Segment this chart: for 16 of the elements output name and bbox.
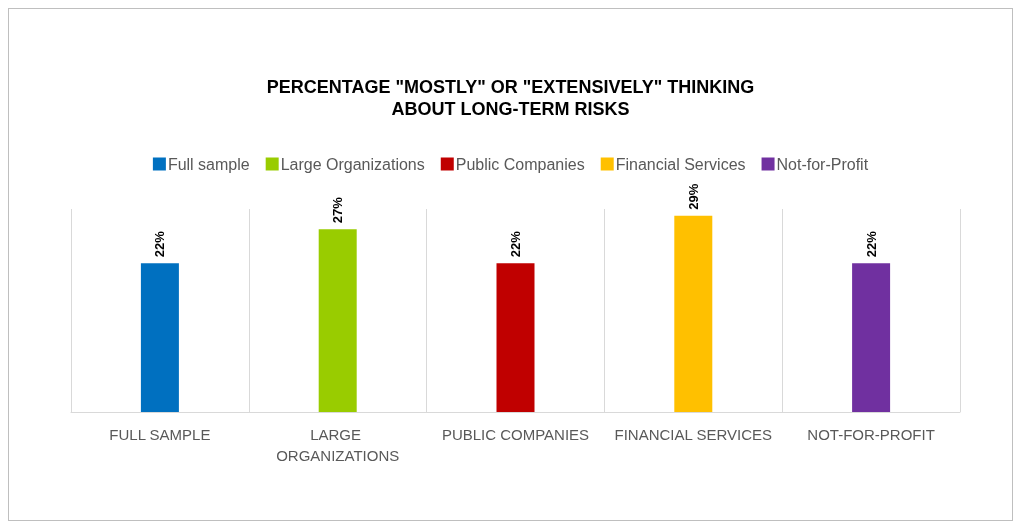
x-tick-label: NOT-FOR-PROFIT (807, 426, 935, 443)
x-tick-label: LARGE ORGANIZATIONS (276, 426, 400, 464)
legend-label: Full sample (167, 155, 250, 173)
legend-label: Not-for-Profit (776, 155, 869, 173)
legend-label: Public Companies (455, 155, 585, 173)
x-tick-label: FULL SAMPLE (109, 426, 211, 443)
data-label: 22% (863, 230, 879, 258)
data-label: 27% (330, 196, 346, 224)
data-label: 22% (152, 230, 168, 258)
x-tick-label: PUBLIC COMPANIES (441, 426, 590, 443)
chart-title: PERCENTAGE "MOSTLY" OR "EXTENSIVELY" THINKING ABOUT LONG-TERM RISKS (266, 77, 755, 119)
legend-label: Large Organizations (280, 155, 425, 173)
data-label: 22% (508, 230, 523, 258)
x-tick-label: FINANCIAL SERVICES (614, 426, 773, 443)
data-label: 29% (685, 183, 701, 210)
legend-label: Financial Services (615, 155, 746, 173)
